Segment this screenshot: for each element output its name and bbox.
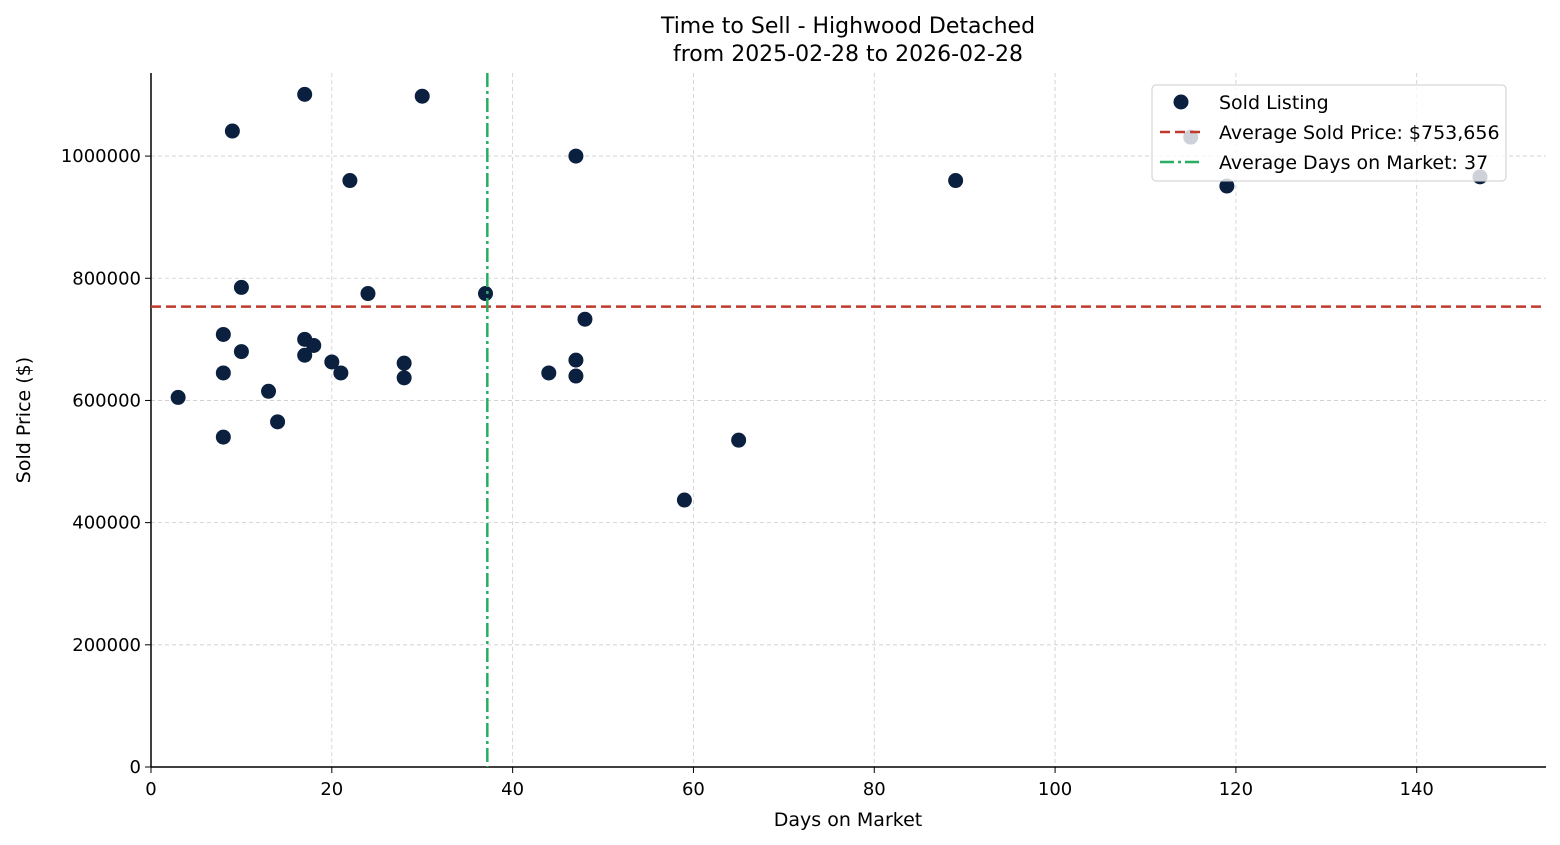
y-axis-ticks: 0 200000 400000 600000 800000 1000000 xyxy=(61,146,151,778)
legend-box xyxy=(1151,84,1507,182)
data-point xyxy=(541,365,557,381)
data-point xyxy=(224,123,240,139)
y-tick-label: 400000 xyxy=(72,513,141,534)
data-point xyxy=(324,354,340,370)
data-point xyxy=(478,286,494,302)
data-point xyxy=(360,286,376,302)
data-point xyxy=(297,86,313,102)
data-point xyxy=(233,279,249,295)
legend-label-sold: Sold Listing xyxy=(1219,92,1329,114)
x-tick-label: 60 xyxy=(682,779,705,800)
legend-marker-sold xyxy=(1173,94,1189,110)
x-tick-label: 120 xyxy=(1219,779,1253,800)
data-point xyxy=(577,311,593,327)
data-point xyxy=(414,88,430,104)
y-axis-label: Sold Price ($) xyxy=(13,357,35,483)
y-tick-label: 200000 xyxy=(72,635,141,656)
data-point xyxy=(1219,178,1235,194)
legend-label-average-days: Average Days on Market: 37 xyxy=(1219,152,1488,174)
chart-title: Time to Sell - Highwood Detached xyxy=(660,14,1035,39)
data-point xyxy=(170,389,186,405)
x-axis-ticks: 0 20 40 60 80 100 120 140 xyxy=(145,767,1434,800)
x-tick-label: 20 xyxy=(320,779,343,800)
data-point xyxy=(270,414,286,430)
x-tick-label: 40 xyxy=(501,779,524,800)
data-point xyxy=(261,383,277,399)
x-tick-label: 140 xyxy=(1400,779,1434,800)
data-point xyxy=(306,337,322,353)
x-axis-label: Days on Market xyxy=(774,809,922,831)
data-point xyxy=(342,173,358,189)
data-point xyxy=(731,432,747,448)
data-point xyxy=(233,344,249,360)
y-tick-label: 0 xyxy=(130,757,141,778)
y-tick-label: 600000 xyxy=(72,390,141,411)
x-tick-label: 80 xyxy=(863,779,886,800)
x-tick-label: 0 xyxy=(145,779,156,800)
data-point xyxy=(215,365,231,381)
legend-label-average-price: Average Sold Price: $753,656 xyxy=(1219,122,1500,144)
data-point xyxy=(215,429,231,445)
y-tick-label: 1000000 xyxy=(61,146,141,167)
data-point xyxy=(948,173,964,189)
data-point xyxy=(568,148,584,164)
data-point xyxy=(396,355,412,371)
data-point xyxy=(568,352,584,368)
data-point xyxy=(676,492,692,508)
data-point xyxy=(215,326,231,342)
data-point xyxy=(333,365,349,381)
x-tick-label: 100 xyxy=(1038,779,1072,800)
data-point xyxy=(568,368,584,384)
data-point xyxy=(297,347,313,363)
chart-subtitle: from 2025-02-28 to 2026-02-28 xyxy=(673,42,1023,67)
y-tick-label: 800000 xyxy=(72,268,141,289)
data-point xyxy=(396,370,412,386)
legend: Sold Listing Average Sold Price: $753,65… xyxy=(1151,84,1507,182)
